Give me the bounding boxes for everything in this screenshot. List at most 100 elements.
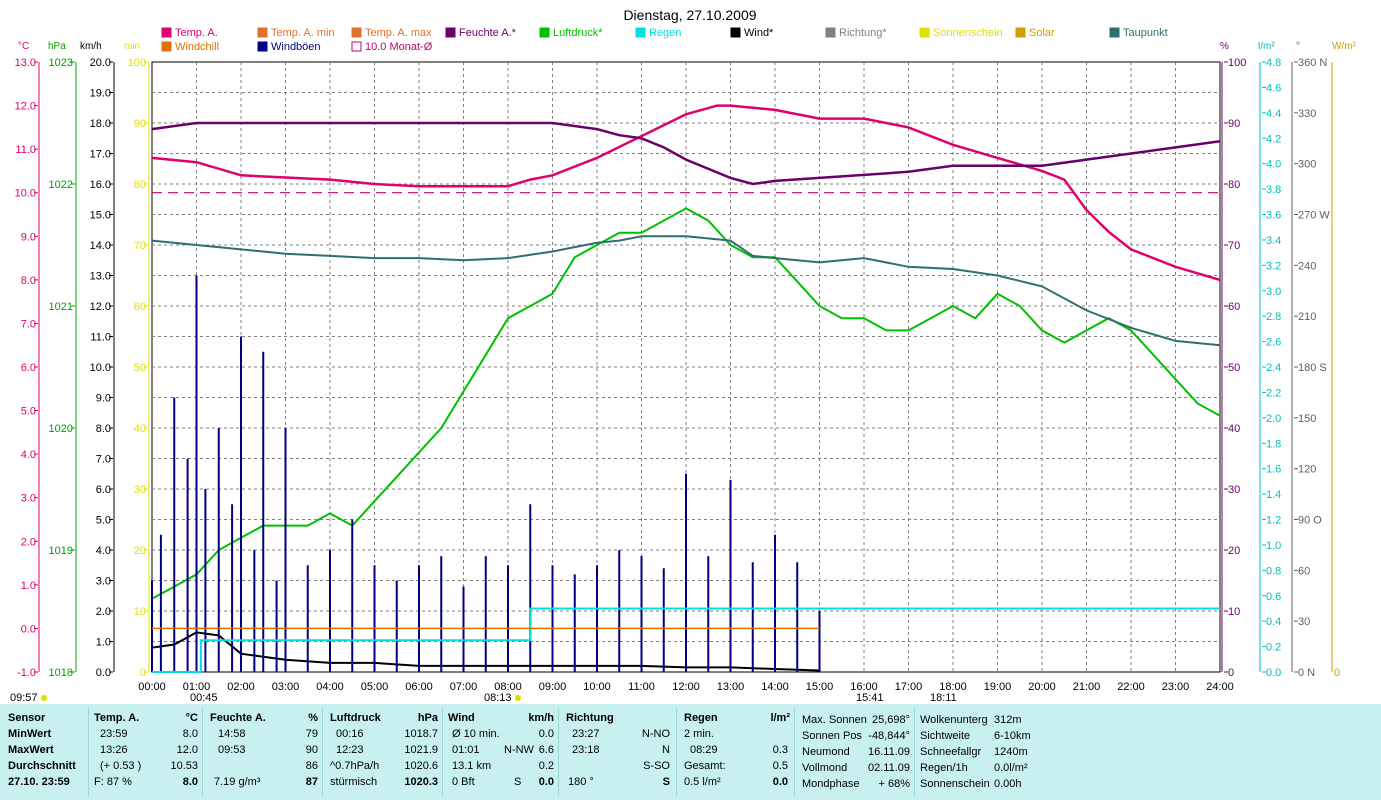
y-tick-label-rain_lm2: 0.0: [1266, 667, 1281, 679]
y-tick-label-direction_deg: 150: [1298, 413, 1316, 425]
y-tick-label-wind_kmh: 9.0: [96, 393, 111, 405]
y-tick-label-wind_kmh: 16.0: [90, 179, 111, 191]
y-tick-label-min: 20: [134, 545, 146, 557]
legend-swatch: [257, 27, 268, 38]
misc-sunshine-label: Sonnenschein: [920, 778, 990, 790]
misc-visibility-label: Sichtweite: [920, 730, 971, 742]
pressure-max-time: 12:23: [336, 744, 364, 756]
x-tick-label: 01:00: [183, 681, 211, 693]
sun-icon: [515, 695, 521, 701]
astro-sun-pos-label: Sonnen Pos: [802, 730, 862, 742]
misc-cloud-base-label: Wolkenunterg: [920, 714, 988, 726]
astro-column: Max. Sonnen 25,698° Sonnen Pos -48,844° Ne…: [796, 708, 915, 796]
y-tick-label-pressure_hpa: 1022: [49, 179, 73, 191]
direction-current-value: S: [662, 776, 670, 788]
y-tick-label-humidity_pct: 30: [1228, 484, 1240, 496]
series-line-taupunkt: [151, 235, 1221, 347]
temp-avg-value: 10.53: [170, 760, 198, 772]
y-tick-label-temp_c: 12.0: [15, 101, 36, 113]
astro-full-moon-value: 02.11.09: [867, 762, 910, 774]
y-tick-label-rain_lm2: 4.4: [1266, 108, 1281, 120]
sensor-row-min: MinWert: [8, 728, 52, 740]
direction-max-value: N: [662, 744, 670, 756]
y-tick-label-temp_c: 2.0: [21, 536, 36, 548]
rain-unit: l/m²: [770, 712, 790, 724]
y-tick-label-min: 50: [134, 362, 146, 374]
axis-header-wm2: W/m²: [1332, 41, 1357, 52]
marker-sunrise: 09:57: [10, 692, 38, 704]
y-tick-label-direction_deg: 180 S: [1298, 362, 1327, 374]
legend-swatch: [539, 27, 550, 38]
x-tick-label: 14:00: [761, 681, 789, 693]
y-tick-label-wind_kmh: 7.0: [96, 454, 111, 466]
misc-rain-rate-label: Regen/1h: [920, 762, 968, 774]
y-tick-label-rain_lm2: 2.0: [1266, 413, 1281, 425]
legend-label: Richtung*: [839, 27, 887, 39]
x-tick-label: 21:00: [1073, 681, 1101, 693]
x-tick-label: 18:00: [939, 681, 967, 693]
y-tick-label-rain_lm2: 0.2: [1266, 642, 1281, 654]
humidity-current-value: 87: [305, 776, 318, 788]
humidity-min-time: 14:58: [218, 728, 246, 740]
rain-header: Regen: [684, 712, 718, 724]
y-tick-label-wind_kmh: 8.0: [96, 423, 111, 435]
y-tick-label-temp_c: 13.0: [15, 57, 36, 69]
astro-sun-pos-value: -48,844°: [868, 730, 910, 742]
temp-column: Temp. A. °C 23:59 8.0 13:26 12.0 (+ 0.53 ) 1…: [90, 708, 203, 796]
rain-current-value: 0.0: [772, 776, 788, 788]
y-tick-label-humidity_pct: 90: [1228, 118, 1240, 130]
pressure-unit: hPa: [417, 712, 438, 724]
y-tick-label-pressure_hpa: 1023: [49, 57, 73, 69]
direction-min-value: N-NO: [641, 728, 670, 740]
x-tick-label: 09:00: [539, 681, 567, 693]
y-tick-label-wind_kmh: 0.0: [96, 667, 111, 679]
y-tick-label-temp_c: 10.0: [15, 188, 36, 200]
wind-max-direction: N-NW: [504, 744, 534, 756]
x-tick-label: 19:00: [984, 681, 1012, 693]
x-tick-label: 15:00: [806, 681, 834, 693]
y-tick-label-rain_lm2: 1.6: [1266, 464, 1281, 476]
y-tick-label-pressure_hpa: 1021: [49, 301, 73, 313]
y-tick-label-temp_c: 11.0: [15, 144, 36, 156]
misc-rain-rate-value: 0.0l/m²: [994, 762, 1028, 774]
y-tick-label-humidity_pct: 10: [1228, 606, 1240, 618]
x-tick-label: 20:00: [1028, 681, 1056, 693]
chart-axes: 00:00 01:00 02:00 03:00 04:00 05:00 06:00 07:00…: [10, 41, 1357, 704]
y-tick-label-min: 30: [134, 484, 146, 496]
x-tick-label: 06:00: [405, 681, 433, 693]
direction-degrees: 180 °: [568, 776, 594, 788]
astro-max-sun-label: Max. Sonnen: [802, 714, 867, 726]
sensor-row-avg: Durchschnitt: [8, 760, 76, 772]
y-tick-label-rain_lm2: 2.8: [1266, 311, 1281, 323]
x-tick-label: 17:00: [895, 681, 923, 693]
y-tick-label-rain_lm2: 4.0: [1266, 159, 1281, 171]
series-line-luftdruck-: [151, 207, 1221, 600]
y-tick-label-wind_kmh: 13.0: [90, 271, 111, 283]
y-tick-label-temp_c: 7.0: [21, 318, 36, 330]
wind-mean-value: 0.2: [538, 760, 554, 772]
y-tick-label-temp_c: 8.0: [21, 275, 36, 287]
y-tick-label-humidity_pct: 70: [1228, 240, 1240, 252]
y-tick-label-direction_deg: 30: [1298, 616, 1310, 628]
wind-max-value: 6.6: [538, 744, 554, 756]
legend-swatch: [1015, 27, 1026, 38]
y-tick-label-pressure_hpa: 1018: [49, 667, 73, 679]
temp-unit: °C: [185, 712, 198, 724]
legend-swatch: [161, 41, 172, 52]
x-tick-label: 23:00: [1162, 681, 1190, 693]
sensor-row-current: 27.10. 23:59: [8, 776, 70, 788]
legend-label: Temp. A.: [175, 27, 218, 39]
summary-panel: Sensor MinWert MaxWert Durchschnitt 27.1…: [0, 704, 1381, 800]
y-tick-label-rain_lm2: 3.0: [1266, 286, 1281, 298]
y-tick-label-direction_deg: 300: [1298, 159, 1316, 171]
y-tick-label-rain_lm2: 4.2: [1266, 133, 1281, 145]
pressure-header: Luftdruck: [330, 712, 381, 724]
y-tick-label-min: 70: [134, 240, 146, 252]
temp-max-time: 13:26: [100, 744, 128, 756]
y-tick-label-direction_deg: 60: [1298, 565, 1310, 577]
y-tick-label-temp_c: 1.0: [21, 580, 36, 592]
wind-avg-value: 0.0: [538, 728, 554, 740]
y-tick-label-wind_kmh: 10.0: [90, 362, 111, 374]
humidity-column: Feuchte A.% 14:58 79 09:53 90 86 7.19 g/m³…: [204, 708, 323, 796]
direction-header: Richtung: [566, 712, 614, 724]
